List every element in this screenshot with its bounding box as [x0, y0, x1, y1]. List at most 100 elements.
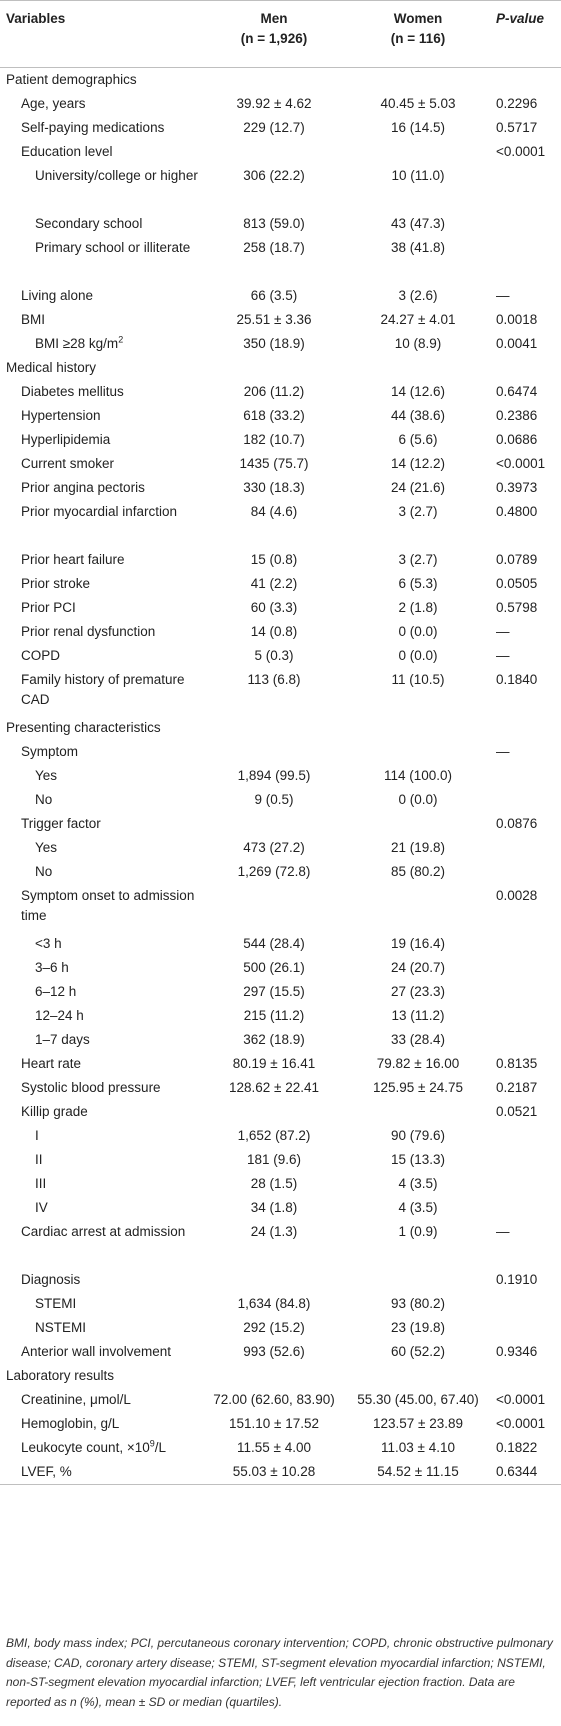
section-label: Patient demographics [0, 68, 200, 92]
men-value: 544 (28.4) [243, 935, 305, 951]
women-value: 10 (8.9) [394, 335, 442, 351]
women-value: 123.57 ± 23.89 [373, 1415, 463, 1431]
men-value: 41 (2.2) [250, 575, 298, 591]
label-text: Systolic blood pressure [21, 1079, 161, 1095]
label-text: Hemoglobin, g/L [21, 1415, 120, 1431]
men-value: 84 (4.6) [250, 503, 298, 519]
p-value: 0.5798 [496, 599, 538, 615]
table-row: Trigger factor 0.0876 [0, 812, 561, 836]
table-row: Education level <0.0001 [0, 140, 561, 164]
p-value: 0.4800 [496, 503, 538, 519]
women-value: 2 (1.8) [398, 599, 438, 615]
women-value: 15 (13.3) [390, 1151, 446, 1167]
p-value: 0.0505 [496, 575, 538, 591]
label-text: I [35, 1127, 39, 1143]
women-value: 114 (100.0) [383, 767, 453, 783]
label-text: Primary school or illiterate [35, 239, 191, 255]
men-value: 618 (33.2) [243, 407, 305, 423]
p-value [488, 860, 561, 884]
table-row: Hemoglobin, g/L 151.10 ± 17.52 123.57 ± 23… [0, 1412, 561, 1436]
men-value: 330 (18.3) [243, 479, 305, 495]
men-value: 66 (3.5) [250, 287, 298, 303]
women-value: 0 (0.0) [398, 623, 438, 639]
label-text: Self-paying medications [21, 119, 165, 135]
p-value [488, 1316, 561, 1340]
p-value: <0.0001 [496, 1391, 546, 1407]
baseline-characteristics-table: Variables Men (n = 1,926) Women (n = 116… [0, 0, 561, 1485]
table-row: Killip grade 0.0521 [0, 1100, 561, 1124]
variable-label: III [0, 1172, 200, 1196]
p-value [488, 1292, 561, 1316]
label-text: Heart rate [21, 1055, 82, 1071]
label-text: Patient demographics [6, 72, 137, 87]
p-value [488, 788, 561, 812]
women-value: 93 (80.2) [390, 1295, 446, 1311]
table-header: Variables Men (n = 1,926) Women (n = 116… [0, 0, 561, 68]
label-text: Prior renal dysfunction [21, 623, 156, 639]
men-value: 1,652 (87.2) [237, 1127, 311, 1143]
variable-label: STEMI [0, 1292, 200, 1316]
women-value [348, 68, 488, 92]
men-value: 350 (18.9) [243, 335, 305, 351]
men-value: 72.00 (62.60, 83.90) [213, 1391, 335, 1407]
p-value: 0.0521 [496, 1103, 538, 1119]
variable-label: COPD [0, 644, 200, 668]
women-value: 16 (14.5) [390, 119, 446, 135]
women-value: 55.30 (45.00, 67.40) [357, 1391, 479, 1407]
men-value: 113 (6.8) [247, 671, 301, 687]
p-value [488, 716, 561, 740]
men-value [200, 884, 348, 932]
table-footnote: BMI, body mass index; PCI, percutaneous … [6, 1636, 553, 1709]
section-label: Presenting characteristics [0, 716, 200, 740]
table-row: Secondary school 813 (59.0) 43 (47.3) [0, 212, 561, 236]
label-text: III [35, 1175, 47, 1191]
variable-label: I [0, 1124, 200, 1148]
men-value: 258 (18.7) [243, 239, 305, 255]
p-value: — [496, 287, 510, 303]
men-value [200, 1100, 348, 1124]
women-value: 10 (11.0) [391, 167, 445, 183]
p-value: 0.0686 [496, 431, 538, 447]
label-text: No [35, 863, 53, 879]
men-value: 28 (1.5) [250, 1175, 298, 1191]
label-text: Diabetes mellitus [21, 383, 124, 399]
label-text: NSTEMI [35, 1319, 87, 1335]
variable-label: Killip grade [0, 1100, 200, 1124]
variable-label: BMI [0, 308, 200, 332]
label-text: Secondary school [35, 215, 143, 231]
men-value: 306 (22.2) [243, 167, 305, 183]
table-row: IV 34 (1.8) 4 (3.5) [0, 1196, 561, 1220]
variable-label: Yes [0, 764, 200, 788]
p-value [488, 980, 561, 1004]
label-text: 6–12 h [35, 983, 77, 999]
variable-label: 3–6 h [0, 956, 200, 980]
variable-label: Secondary school [0, 212, 200, 236]
label-text: II [35, 1151, 43, 1167]
table-row: 12–24 h 215 (11.2) 13 (11.2) [0, 1004, 561, 1028]
women-value [348, 812, 488, 836]
women-value: 19 (16.4) [390, 935, 446, 951]
p-value: 0.1822 [496, 1439, 538, 1455]
table-row: Diagnosis 0.1910 [0, 1268, 561, 1292]
variable-label: Living alone [0, 284, 200, 308]
women-value: 11.03 ± 4.10 [381, 1439, 455, 1455]
table-row: NSTEMI 292 (15.2) 23 (19.8) [0, 1316, 561, 1340]
variable-label: 12–24 h [0, 1004, 200, 1028]
p-value [488, 1028, 561, 1052]
women-value [348, 1100, 488, 1124]
p-value [488, 1364, 561, 1388]
variable-label: Trigger factor [0, 812, 200, 836]
men-value: 362 (18.9) [243, 1031, 305, 1047]
table-row: Prior myocardial infarction 84 (4.6) 3 (2.… [0, 500, 561, 548]
label-superscript: 2 [118, 334, 124, 344]
table-row: Age, years 39.92 ± 4.62 40.45 ± 5.03 0.2296 [0, 92, 561, 116]
label-text: 3–6 h [35, 959, 69, 975]
women-value: 90 (79.6) [390, 1127, 446, 1143]
variable-label: Symptom [0, 740, 200, 764]
women-value [348, 1268, 488, 1292]
women-value: 6 (5.3) [398, 575, 438, 591]
women-value: 24 (21.6) [390, 479, 446, 495]
women-value [348, 740, 488, 764]
p-value: — [496, 743, 510, 759]
table-row: Yes 473 (27.2) 21 (19.8) [0, 836, 561, 860]
